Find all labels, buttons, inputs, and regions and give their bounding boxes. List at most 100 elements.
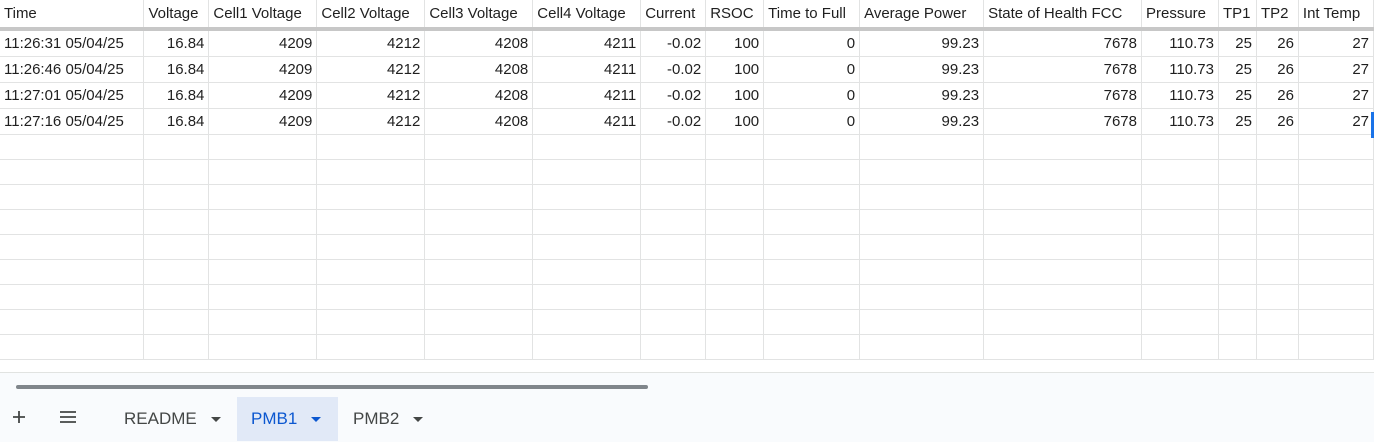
empty-cell[interactable]	[983, 209, 1142, 235]
empty-cell[interactable]	[316, 259, 426, 285]
table-cell[interactable]: 16.84	[143, 108, 210, 135]
empty-cell[interactable]	[1298, 234, 1374, 260]
empty-cell[interactable]	[763, 234, 861, 260]
table-cell[interactable]: 4208	[424, 108, 534, 135]
empty-cell[interactable]	[208, 209, 318, 235]
empty-cell[interactable]	[1218, 159, 1257, 185]
empty-cell[interactable]	[424, 184, 534, 210]
empty-cell[interactable]	[0, 334, 145, 360]
table-cell[interactable]: 99.23	[859, 56, 985, 83]
empty-cell[interactable]	[208, 184, 318, 210]
empty-cell[interactable]	[1218, 234, 1257, 260]
empty-cell[interactable]	[316, 134, 426, 160]
empty-cell[interactable]	[1256, 184, 1299, 210]
empty-cell[interactable]	[532, 184, 642, 210]
empty-cell[interactable]	[763, 159, 861, 185]
empty-cell[interactable]	[424, 309, 534, 335]
table-cell[interactable]: -0.02	[640, 29, 707, 57]
empty-cell[interactable]	[763, 184, 861, 210]
empty-cell[interactable]	[1218, 334, 1257, 360]
empty-cell[interactable]	[983, 334, 1142, 360]
empty-cell[interactable]	[983, 309, 1142, 335]
empty-cell[interactable]	[143, 259, 210, 285]
empty-cell[interactable]	[316, 284, 426, 310]
empty-cell[interactable]	[532, 159, 642, 185]
empty-cell[interactable]	[640, 159, 707, 185]
empty-cell[interactable]	[705, 309, 765, 335]
column-header-cell[interactable]: Cell1 Voltage	[208, 0, 318, 31]
empty-cell[interactable]	[705, 184, 765, 210]
table-cell[interactable]: 110.73	[1141, 82, 1219, 109]
column-header-cell[interactable]: RSOC	[705, 0, 765, 31]
empty-cell[interactable]	[859, 259, 985, 285]
empty-cell[interactable]	[705, 259, 765, 285]
empty-cell[interactable]	[1256, 209, 1299, 235]
all-sheets-button[interactable]	[53, 397, 83, 437]
table-cell[interactable]: 99.23	[859, 108, 985, 135]
empty-cell[interactable]	[532, 334, 642, 360]
table-cell[interactable]: 99.23	[859, 82, 985, 109]
table-cell[interactable]: 7678	[983, 56, 1142, 83]
empty-cell[interactable]	[983, 259, 1142, 285]
empty-cell[interactable]	[1298, 159, 1374, 185]
empty-cell[interactable]	[316, 159, 426, 185]
empty-cell[interactable]	[1256, 309, 1299, 335]
empty-cell[interactable]	[1298, 184, 1374, 210]
table-cell[interactable]: 4208	[424, 82, 534, 109]
empty-cell[interactable]	[1218, 184, 1257, 210]
empty-cell[interactable]	[143, 234, 210, 260]
add-sheet-button[interactable]	[4, 397, 34, 437]
sheet-tab-pmb2[interactable]: PMB2	[339, 397, 437, 441]
column-header-cell[interactable]: Pressure	[1141, 0, 1219, 31]
empty-cell[interactable]	[763, 309, 861, 335]
table-cell[interactable]: 0	[763, 82, 861, 109]
empty-cell[interactable]	[1141, 159, 1219, 185]
empty-cell[interactable]	[316, 184, 426, 210]
table-cell[interactable]: 11:26:46 05/04/25	[0, 56, 145, 83]
empty-cell[interactable]	[424, 284, 534, 310]
table-cell[interactable]: 4212	[316, 108, 426, 135]
table-cell[interactable]: 4208	[424, 29, 534, 57]
column-header-cell[interactable]: Cell3 Voltage	[424, 0, 534, 31]
empty-cell[interactable]	[859, 234, 985, 260]
table-cell[interactable]: 100	[705, 56, 765, 83]
empty-cell[interactable]	[1218, 209, 1257, 235]
empty-cell[interactable]	[143, 159, 210, 185]
empty-cell[interactable]	[763, 209, 861, 235]
empty-cell[interactable]	[1298, 209, 1374, 235]
table-cell[interactable]: 4208	[424, 56, 534, 83]
table-cell[interactable]: 27	[1298, 108, 1374, 135]
table-cell[interactable]: 99.23	[859, 29, 985, 57]
table-cell[interactable]: 11:27:16 05/04/25	[0, 108, 145, 135]
empty-cell[interactable]	[763, 334, 861, 360]
table-cell[interactable]: 4211	[532, 108, 642, 135]
empty-cell[interactable]	[1141, 309, 1219, 335]
table-cell[interactable]: 100	[705, 108, 765, 135]
empty-cell[interactable]	[1256, 259, 1299, 285]
empty-cell[interactable]	[1218, 134, 1257, 160]
empty-cell[interactable]	[640, 209, 707, 235]
table-cell[interactable]: 4209	[208, 29, 318, 57]
empty-cell[interactable]	[208, 284, 318, 310]
column-header-cell[interactable]: Current	[640, 0, 707, 31]
horizontal-scrollbar-thumb[interactable]	[16, 385, 648, 389]
empty-cell[interactable]	[208, 334, 318, 360]
table-cell[interactable]: -0.02	[640, 108, 707, 135]
empty-cell[interactable]	[1141, 259, 1219, 285]
column-header-cell[interactable]: Int Temp	[1298, 0, 1374, 31]
table-cell[interactable]: 26	[1256, 108, 1299, 135]
empty-cell[interactable]	[1256, 234, 1299, 260]
table-cell[interactable]: 26	[1256, 56, 1299, 83]
table-cell[interactable]: 110.73	[1141, 29, 1219, 57]
table-cell[interactable]: 4212	[316, 82, 426, 109]
table-cell[interactable]: 25	[1218, 82, 1257, 109]
table-cell[interactable]: 4211	[532, 56, 642, 83]
empty-cell[interactable]	[0, 184, 145, 210]
empty-cell[interactable]	[316, 209, 426, 235]
table-cell[interactable]: 25	[1218, 29, 1257, 57]
table-cell[interactable]: 0	[763, 108, 861, 135]
column-header-cell[interactable]: State of Health FCC	[983, 0, 1142, 31]
empty-cell[interactable]	[1256, 334, 1299, 360]
empty-cell[interactable]	[1298, 259, 1374, 285]
column-header-cell[interactable]: Time	[0, 0, 145, 31]
